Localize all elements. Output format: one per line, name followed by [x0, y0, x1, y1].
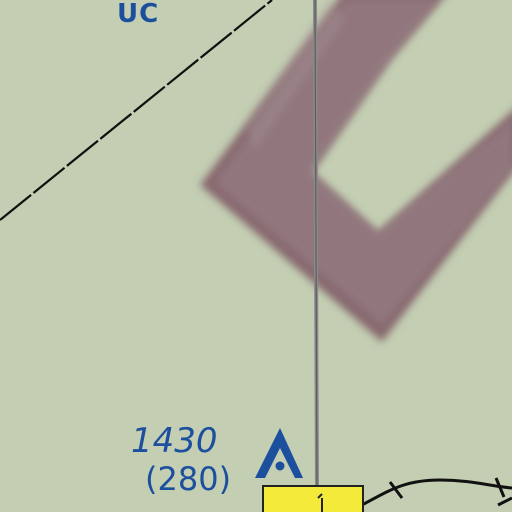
yellow-populated-area[interactable] [263, 486, 363, 512]
shaded-airspace-band [200, 0, 512, 342]
airspace-label: UC [117, 1, 159, 27]
obstacle-icon[interactable] [255, 428, 303, 478]
obstacle-height-agl: (280) [145, 463, 231, 495]
obstacle-height-msl: 1430 [131, 424, 218, 458]
railroad-line [362, 478, 512, 505]
